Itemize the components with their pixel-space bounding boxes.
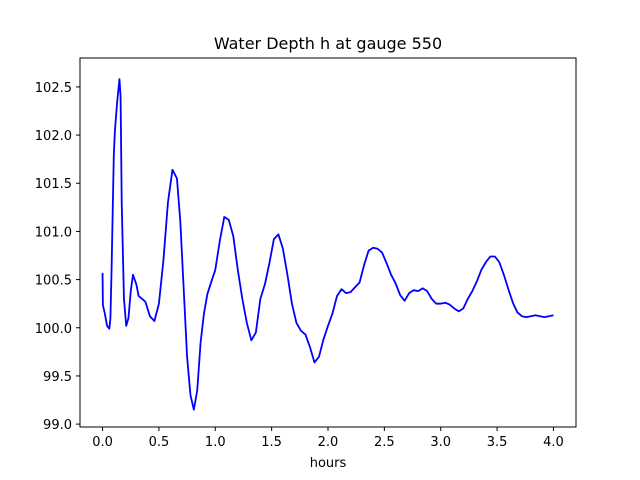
- x-tick-label: 2.5: [374, 435, 395, 450]
- x-axis-label: hours: [310, 456, 347, 471]
- x-tick-label: 0.5: [149, 435, 170, 450]
- x-axis-ticks: 0.0 0.5 1.0 1.5 2.0 2.5 3.0 3.5 4.0: [92, 427, 564, 450]
- x-tick-label: 4.0: [543, 435, 564, 450]
- chart-title: Water Depth h at gauge 550: [214, 34, 442, 53]
- x-tick-label: 0.0: [92, 435, 113, 450]
- x-tick-label: 2.0: [318, 435, 339, 450]
- x-tick-label: 3.0: [430, 435, 451, 450]
- y-tick-label: 102.5: [35, 81, 72, 96]
- y-tick-label: 101.5: [35, 177, 72, 192]
- x-tick-label: 3.5: [487, 435, 508, 450]
- x-tick-label: 1.0: [205, 435, 226, 450]
- y-tick-label: 102.0: [35, 129, 72, 144]
- y-tick-label: 101.0: [35, 225, 72, 240]
- y-axis-ticks: 99.0 99.5 100.0 100.5 101.0 101.5 102.0 102.5: [35, 81, 80, 433]
- y-tick-label: 100.5: [35, 274, 72, 289]
- y-tick-label: 99.5: [43, 370, 72, 385]
- y-tick-label: 100.0: [35, 322, 72, 337]
- y-tick-label: 99.0: [43, 418, 72, 433]
- x-tick-label: 1.5: [261, 435, 282, 450]
- series-line-0: [101, 78, 554, 411]
